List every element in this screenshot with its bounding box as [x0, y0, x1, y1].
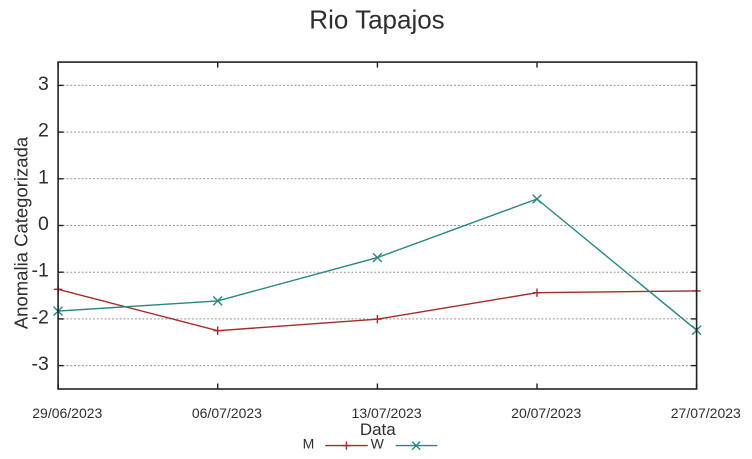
svg-text:2: 2 [38, 120, 49, 142]
svg-text:W: W [371, 436, 385, 452]
svg-text:29/06/2023: 29/06/2023 [32, 405, 102, 421]
svg-text:-2: -2 [32, 306, 49, 328]
svg-text:Data: Data [360, 420, 396, 439]
svg-text:1: 1 [38, 166, 49, 188]
svg-text:3: 3 [38, 73, 49, 95]
svg-text:0: 0 [38, 213, 49, 235]
svg-text:06/07/2023: 06/07/2023 [192, 405, 262, 421]
svg-text:20/07/2023: 20/07/2023 [511, 405, 581, 421]
svg-text:-3: -3 [32, 353, 49, 375]
svg-text:Rio Tapajos: Rio Tapajos [309, 5, 444, 35]
svg-text:Anomalia Categorizada: Anomalia Categorizada [11, 136, 32, 329]
svg-text:-1: -1 [32, 260, 49, 282]
svg-text:27/07/2023: 27/07/2023 [671, 405, 741, 421]
svg-text:M: M [303, 436, 315, 452]
svg-text:13/07/2023: 13/07/2023 [352, 405, 422, 421]
